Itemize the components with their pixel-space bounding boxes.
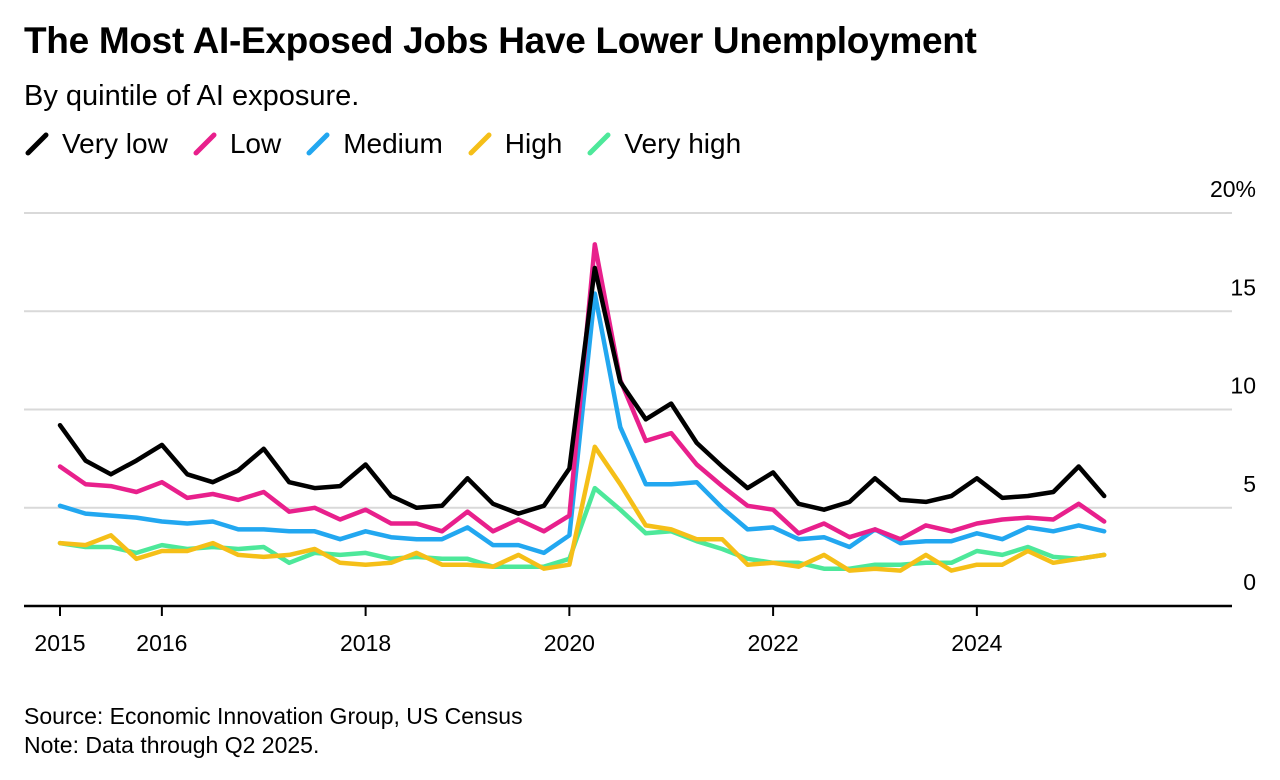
x-tick-label: 2024 [951, 630, 1002, 656]
legend-label: Low [229, 128, 282, 159]
chart-title: The Most AI-Exposed Jobs Have Lower Unem… [24, 20, 977, 61]
legend-swatch [305, 131, 331, 157]
series-line-high [57, 444, 1107, 573]
legend-swatch [467, 131, 493, 157]
data-note: Note: Data through Q2 2025. [24, 732, 320, 758]
y-tick-label: 0 [1243, 569, 1256, 595]
series-line-medium [57, 291, 1107, 556]
series-lines [57, 242, 1107, 573]
chart-subtitle: By quintile of AI exposure. [24, 80, 360, 112]
legend-swatch [192, 131, 218, 157]
legend-item-high: High [467, 128, 563, 160]
legend-label: Very high [624, 128, 742, 159]
series-line-very-low [57, 265, 1107, 516]
legend-item-low: Low [192, 128, 281, 160]
legend-swatch [586, 131, 612, 157]
grid-lines [24, 212, 1232, 509]
chart-legend: Very low Low Medium High Very high [24, 128, 765, 160]
x-tick-label: 2022 [748, 630, 799, 656]
legend-label: High [504, 128, 563, 159]
x-tick-label: 2018 [340, 630, 391, 656]
y-axis-labels: 0 5 10 15 20% [1210, 176, 1256, 595]
y-tick-label: 20% [1210, 176, 1256, 202]
legend-label: Very low [62, 128, 168, 159]
x-tick-label: 2020 [544, 630, 595, 656]
legend-swatch [24, 131, 50, 157]
y-tick-label: 15 [1230, 274, 1256, 300]
y-tick-label: 10 [1230, 373, 1256, 399]
legend-label: Medium [343, 128, 443, 159]
x-tick-label: 2016 [136, 630, 187, 656]
series-line-very-high [57, 485, 1107, 571]
chart-plot: 2015 2016 2018 2020 2022 2024 0 5 10 15 20% [24, 176, 1256, 656]
legend-item-very-low: Very low [24, 128, 168, 160]
x-tick-label: 2015 [34, 630, 85, 656]
y-tick-label: 5 [1243, 471, 1256, 497]
x-axis: 2015 2016 2018 2020 2022 2024 [24, 604, 1232, 656]
chart-footer: Source: Economic Innovation Group, US Ce… [24, 702, 523, 760]
legend-item-medium: Medium [305, 128, 443, 160]
legend-item-very-high: Very high [586, 128, 741, 160]
source-note: Source: Economic Innovation Group, US Ce… [24, 703, 523, 729]
